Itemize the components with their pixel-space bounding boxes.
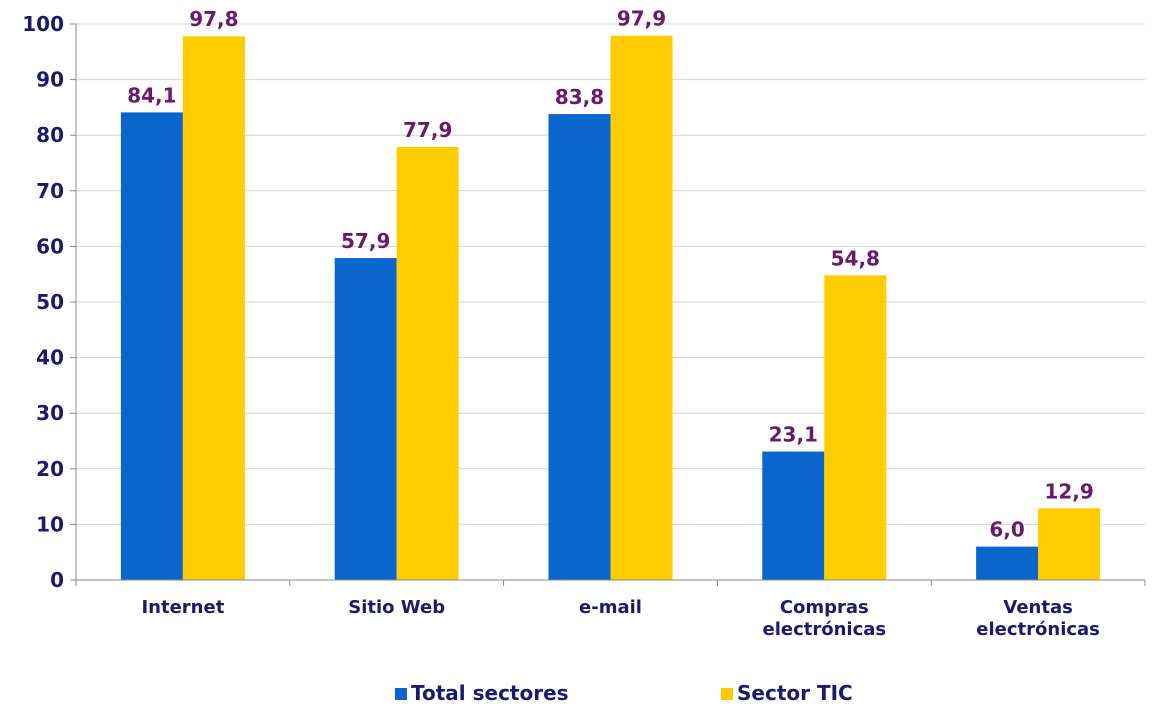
bar-total-sectores: [548, 114, 611, 581]
data-label: 12,9: [1044, 479, 1093, 503]
x-axis-categories: Internet Sitio Web e-mail Compras electrónic…: [141, 597, 1099, 640]
data-label: 97,8: [189, 7, 238, 31]
x-category-label-line: electrónicas: [762, 619, 886, 640]
y-tick-label: 80: [36, 123, 64, 147]
x-category-label: Sitio Web: [348, 597, 445, 618]
x-category-label-line: Ventas: [1003, 597, 1072, 618]
legend-swatch: [721, 688, 733, 700]
bar-sector-tic: [182, 36, 245, 581]
data-label: 77,9: [403, 118, 452, 142]
x-category-label: Internet: [141, 597, 224, 618]
x-category-label: Compras electrónicas: [762, 597, 886, 640]
y-axis-ticks: 0 10 20 30 40 50 60 70 80 90 100: [22, 12, 64, 592]
legend-label: Total sectores: [411, 681, 569, 705]
x-category-label-line: Compras: [780, 597, 869, 618]
legend: Total sectores Sector TIC: [395, 681, 853, 705]
data-labels: 84,1 97,8 57,9 77,9 83,8 97,9 23,1 54,8 6,0 12,9: [127, 7, 1094, 542]
x-category-label: e-mail: [579, 597, 642, 618]
bar-total-sectores: [976, 546, 1039, 580]
x-category-label-line: e-mail: [579, 597, 642, 618]
y-tick-label: 50: [36, 290, 64, 314]
y-tick-label: 40: [36, 346, 64, 370]
bars: [120, 35, 1101, 581]
bar-sector-tic: [1038, 508, 1101, 580]
bar-sector-tic: [396, 146, 459, 580]
data-label: 23,1: [769, 423, 818, 447]
y-tick-label: 90: [36, 68, 64, 92]
x-category-label-line: Sitio Web: [348, 597, 445, 618]
y-tick-label: 60: [36, 234, 64, 258]
data-label: 57,9: [341, 229, 390, 253]
axes: [70, 23, 1146, 586]
y-tick-label: 70: [36, 179, 64, 203]
data-label: 6,0: [989, 518, 1024, 542]
legend-label: Sector TIC: [737, 681, 853, 705]
y-tick-label: 10: [36, 512, 64, 536]
data-label: 97,9: [617, 7, 666, 31]
bar-total-sectores: [334, 258, 397, 580]
data-label: 54,8: [831, 246, 880, 270]
bar-sector-tic: [610, 35, 673, 580]
x-category-label-line: Internet: [141, 597, 224, 618]
bar-sector-tic: [824, 275, 887, 580]
data-label: 84,1: [127, 83, 176, 107]
y-tick-label: 20: [36, 457, 64, 481]
y-tick-label: 100: [22, 12, 64, 36]
legend-swatch: [395, 688, 407, 700]
x-category-label: Ventas electrónicas: [976, 597, 1100, 640]
y-tick-label: 0: [50, 568, 64, 592]
data-label: 83,8: [555, 85, 604, 109]
x-category-label-line: electrónicas: [976, 619, 1100, 640]
bar-total-sectores: [762, 451, 825, 580]
bar-total-sectores: [120, 112, 183, 581]
y-tick-label: 30: [36, 401, 64, 425]
